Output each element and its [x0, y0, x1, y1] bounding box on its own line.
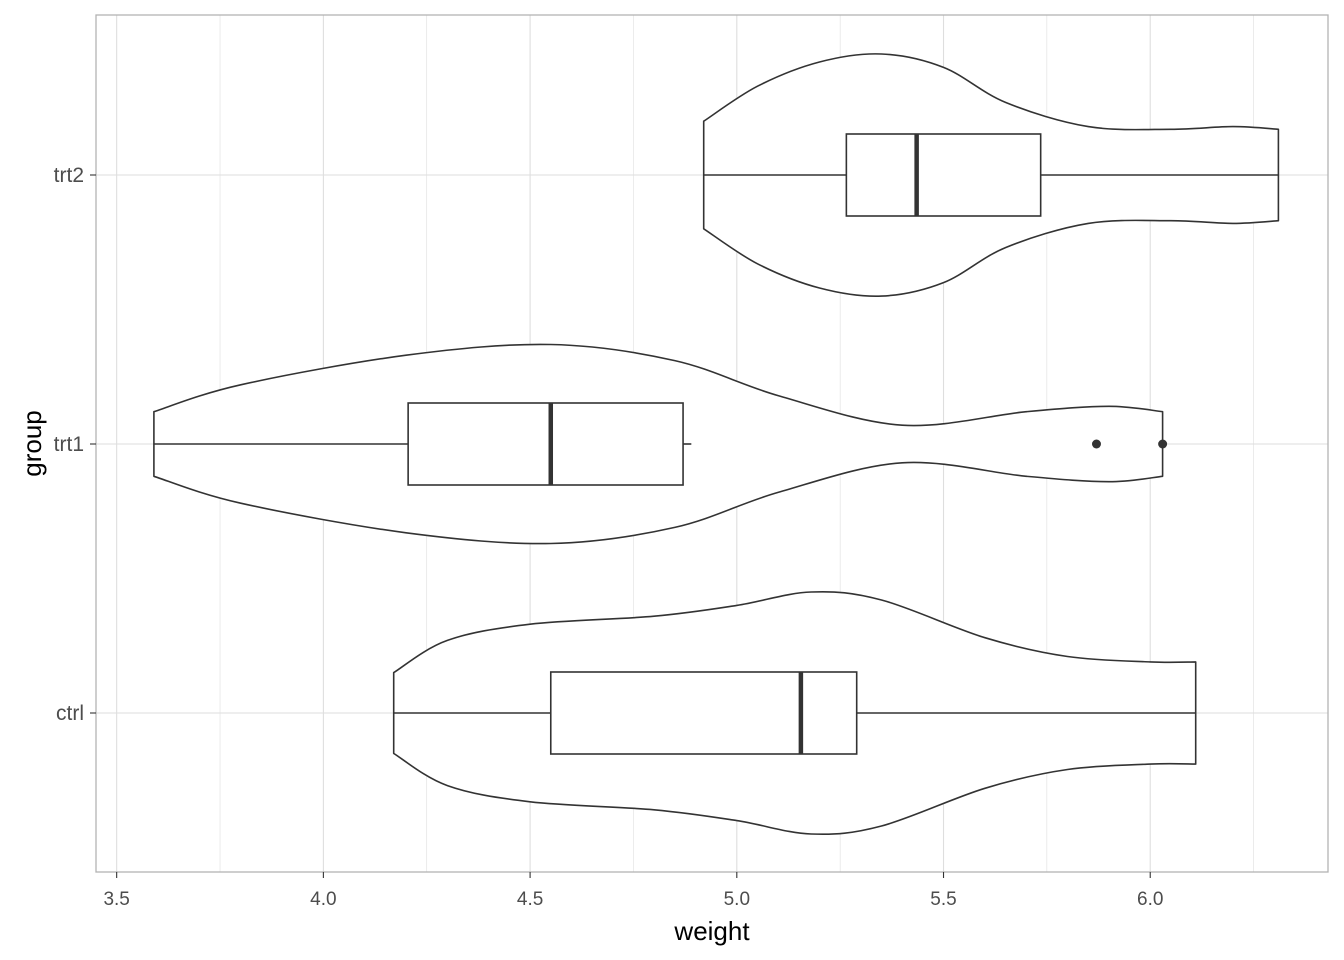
x-tick-label: 4.5 [517, 889, 543, 910]
x-axis: 3.5 4.0 4.5 5.0 5.5 6.0 [103, 872, 1163, 910]
x-tick-label: 5.5 [930, 889, 956, 910]
x-tick-label: 6.0 [1137, 889, 1163, 910]
boxplot-layer [153, 133, 1279, 755]
box-trt1 [407, 402, 684, 486]
y-tick-label: trt2 [54, 164, 84, 187]
x-axis-title: weight [673, 916, 750, 946]
box-trt2 [845, 133, 1042, 217]
y-tick-label: ctrl [56, 702, 84, 725]
y-tick-label: trt1 [54, 433, 84, 456]
x-tick-label: 4.0 [310, 889, 336, 910]
y-axis-title: group [17, 410, 47, 477]
box-ctrl [549, 671, 858, 755]
y-axis: ctrl trt1 trt2 [54, 164, 96, 725]
x-tick-label: 3.5 [103, 889, 129, 910]
x-tick-label: 5.0 [724, 889, 750, 910]
outlier-point-trt1 [1091, 439, 1101, 449]
outlier-point-trt1 [1158, 439, 1168, 449]
